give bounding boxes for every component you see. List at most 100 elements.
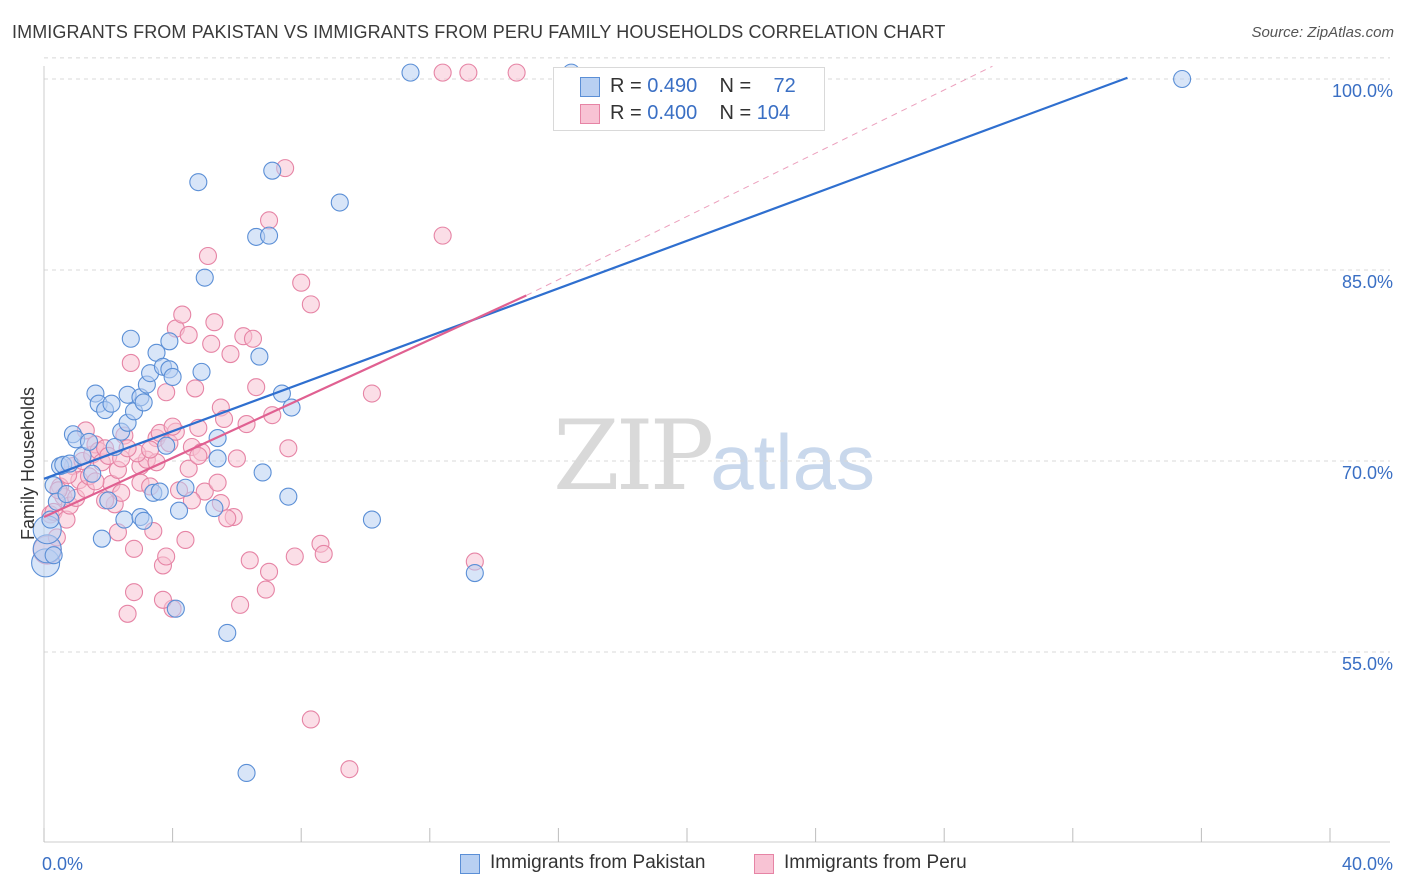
data-point bbox=[169, 501, 189, 520]
data-point bbox=[205, 313, 224, 332]
chart-title: IMMIGRANTS FROM PAKISTAN VS IMMIGRANTS F… bbox=[12, 22, 946, 42]
watermark-atlas: atlas bbox=[710, 418, 875, 506]
data-point bbox=[240, 551, 259, 570]
data-point bbox=[176, 478, 195, 497]
data-point bbox=[259, 211, 279, 230]
r-label: R = bbox=[610, 102, 642, 124]
data-point bbox=[163, 367, 182, 387]
data-point bbox=[124, 539, 144, 558]
data-point bbox=[195, 482, 214, 501]
data-point bbox=[253, 463, 272, 482]
n-value: 104 bbox=[756, 102, 791, 124]
data-point bbox=[263, 161, 282, 180]
data-point bbox=[198, 246, 218, 266]
data-point bbox=[83, 464, 102, 483]
data-point bbox=[208, 449, 227, 468]
data-point bbox=[221, 344, 240, 364]
data-point bbox=[189, 173, 208, 192]
data-point bbox=[179, 459, 198, 478]
data-point bbox=[186, 379, 205, 398]
peru-swatch bbox=[754, 854, 774, 874]
data-point bbox=[259, 562, 279, 581]
data-point bbox=[163, 417, 182, 436]
data-point bbox=[459, 63, 478, 82]
data-point bbox=[160, 332, 179, 351]
data-point bbox=[433, 63, 452, 82]
x-tick-label: 40.0% bbox=[1342, 854, 1393, 874]
y-tick-label: 100.0% bbox=[1332, 81, 1393, 101]
axes bbox=[43, 66, 1390, 843]
data-point bbox=[218, 509, 237, 528]
data-point bbox=[115, 510, 134, 529]
data-point bbox=[507, 63, 526, 82]
data-point bbox=[157, 383, 176, 402]
data-point bbox=[279, 487, 298, 506]
data-point bbox=[44, 546, 63, 565]
peru-swatch bbox=[580, 104, 600, 124]
data-point bbox=[195, 268, 214, 287]
data-point bbox=[256, 580, 275, 599]
data-point bbox=[79, 432, 99, 451]
data-point bbox=[401, 63, 420, 82]
pakistan-trend-line bbox=[43, 76, 1128, 480]
data-point bbox=[173, 305, 192, 324]
data-point bbox=[292, 273, 311, 292]
data-point bbox=[92, 529, 111, 548]
data-point bbox=[57, 485, 76, 504]
n-value: 72 bbox=[773, 75, 796, 97]
data-point bbox=[166, 599, 185, 618]
data-point bbox=[153, 590, 173, 609]
data-point bbox=[243, 329, 263, 348]
data-point bbox=[330, 193, 349, 212]
data-point bbox=[202, 334, 221, 353]
y-tick-label: 85.0% bbox=[1342, 272, 1393, 292]
y-tick-label: 55.0% bbox=[1342, 654, 1393, 674]
data-point bbox=[362, 384, 381, 403]
data-point bbox=[340, 760, 359, 779]
data-point bbox=[250, 347, 269, 366]
data-point bbox=[362, 510, 381, 529]
stats-text: R = 0.490 N = 72 bbox=[610, 75, 796, 98]
r-label: R = bbox=[610, 75, 642, 97]
series-pakistan-points bbox=[31, 63, 1192, 783]
data-point bbox=[259, 226, 279, 245]
data-point bbox=[208, 473, 227, 492]
n-label: N = bbox=[719, 102, 752, 124]
data-point bbox=[121, 329, 140, 348]
data-point bbox=[121, 353, 140, 373]
data-point bbox=[279, 439, 298, 458]
y-tick-label: 70.0% bbox=[1342, 463, 1393, 483]
data-point bbox=[231, 595, 250, 614]
data-point bbox=[179, 325, 198, 344]
data-point bbox=[1173, 69, 1192, 89]
watermark: ZIPatlas bbox=[553, 400, 875, 512]
data-point bbox=[150, 482, 169, 501]
r-value: 0.400 bbox=[647, 102, 698, 124]
data-point bbox=[301, 710, 320, 729]
data-point bbox=[99, 491, 118, 510]
data-point bbox=[176, 530, 195, 549]
stats-text: R = 0.400 N = 104 bbox=[610, 102, 790, 125]
data-point bbox=[102, 394, 121, 413]
data-point bbox=[301, 295, 320, 314]
data-point bbox=[433, 226, 452, 245]
legend-label: Immigrants from Pakistan bbox=[490, 852, 706, 873]
peru-trend-line bbox=[43, 294, 527, 519]
data-point bbox=[189, 446, 208, 465]
data-point bbox=[205, 499, 224, 518]
trend-lines bbox=[43, 65, 1128, 519]
data-point bbox=[134, 511, 153, 530]
data-point bbox=[141, 440, 160, 459]
data-point bbox=[247, 378, 266, 397]
data-point bbox=[227, 449, 246, 468]
pakistan-swatch bbox=[460, 854, 480, 874]
tick-labels: 55.0% 70.0% 85.0% 100.0% 0.0% 40.0% bbox=[42, 81, 1393, 874]
peru-trend-extension bbox=[526, 65, 993, 296]
data-point bbox=[157, 436, 176, 455]
data-point bbox=[134, 393, 153, 412]
data-point bbox=[465, 564, 484, 583]
series-legend: Immigrants from Pakistan Immigrants from… bbox=[0, 852, 1406, 878]
data-point bbox=[118, 604, 137, 623]
stats-legend: R = 0.490 N = 72 R = 0.400 N = 104 bbox=[553, 67, 825, 131]
